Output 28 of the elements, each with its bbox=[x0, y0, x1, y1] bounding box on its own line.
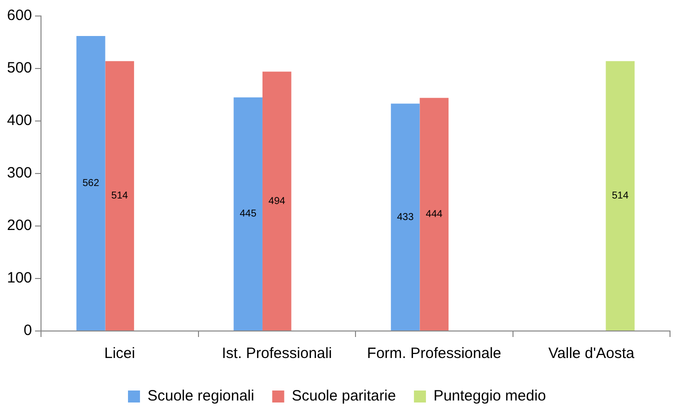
data-label: 494 bbox=[268, 196, 286, 207]
y-tick-label: 100 bbox=[6, 270, 32, 287]
data-label: 562 bbox=[82, 178, 100, 189]
x-tick-label: Licei bbox=[104, 345, 136, 362]
bar bbox=[234, 97, 262, 330]
bar bbox=[606, 61, 635, 330]
y-tick-label: 300 bbox=[6, 164, 32, 182]
data-label: 445 bbox=[240, 208, 257, 220]
data-label: 433 bbox=[396, 212, 414, 223]
y-tick-label: 200 bbox=[6, 217, 32, 234]
legend-label: Scuole paritarie bbox=[292, 388, 396, 405]
legend-label: Scuole regionali bbox=[147, 388, 254, 405]
y-tick-label: 500 bbox=[6, 60, 32, 77]
x-tick-label: Valle d'Aosta bbox=[548, 345, 636, 362]
bar bbox=[76, 36, 106, 330]
data-label: 444 bbox=[426, 208, 443, 220]
bar bbox=[420, 98, 449, 330]
data-label: 514 bbox=[612, 190, 629, 202]
legend-label: Punteggio medio bbox=[433, 388, 546, 405]
bar bbox=[390, 104, 420, 330]
y-tick-label: 400 bbox=[6, 112, 32, 130]
data-label: 514 bbox=[111, 190, 128, 202]
x-tick-label: Ist. Professionali bbox=[222, 345, 332, 362]
y-tick-label: 0 bbox=[24, 322, 32, 340]
y-tick-label: 600 bbox=[6, 7, 32, 24]
bar bbox=[262, 72, 292, 330]
bar bbox=[105, 61, 134, 330]
x-tick-label: Form. Professionale bbox=[367, 345, 502, 362]
